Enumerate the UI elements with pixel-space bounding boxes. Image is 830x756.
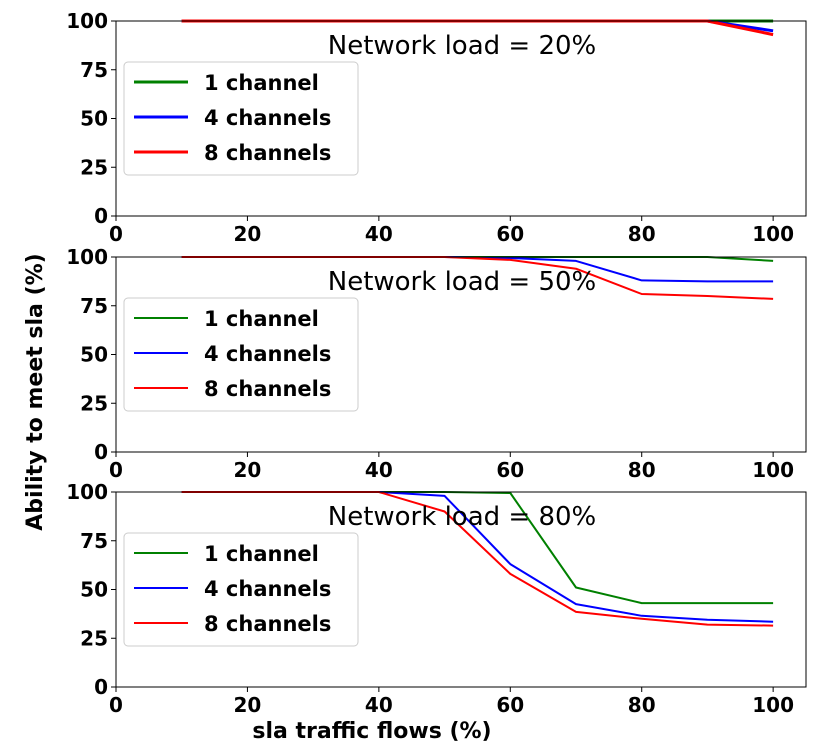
legend-label: 8 channels xyxy=(204,377,331,401)
x-tick-label: 20 xyxy=(234,458,262,482)
x-tick-label: 20 xyxy=(234,693,262,717)
y-tick-label: 0 xyxy=(94,204,108,228)
panel-annotation: Network load = 50% xyxy=(328,267,597,297)
panel-annotation: Network load = 20% xyxy=(328,31,597,61)
y-tick-label: 0 xyxy=(94,440,108,464)
legend: 1 channel 4 channels 8 channels xyxy=(123,61,359,176)
x-tick-label: 100 xyxy=(752,458,794,482)
x-tick-label: 60 xyxy=(496,222,524,246)
x-tick-label: 60 xyxy=(496,693,524,717)
x-tick-label: 100 xyxy=(752,693,794,717)
legend-label: 4 channels xyxy=(204,106,331,130)
legend: 1 channel 4 channels 8 channels xyxy=(123,532,359,647)
legend-label: 8 channels xyxy=(204,612,331,636)
y-tick-label: 50 xyxy=(80,578,108,602)
x-tick-label: 80 xyxy=(628,222,656,246)
legend-box xyxy=(123,297,359,412)
x-tick-label: 40 xyxy=(365,458,393,482)
legend-box xyxy=(123,61,359,176)
x-tick-label: 100 xyxy=(752,222,794,246)
y-tick-label: 25 xyxy=(80,626,108,650)
x-tick-label: 40 xyxy=(365,693,393,717)
legend-label: 4 channels xyxy=(204,342,331,366)
legend-label: 1 channel xyxy=(204,542,319,566)
chart-panel-1: 0 20 40 60 80 100 0 25 50 75 100 Network load = 20%… xyxy=(66,9,807,246)
x-tick-label: 0 xyxy=(109,693,123,717)
x-tick-label: 0 xyxy=(109,222,123,246)
x-tick-label: 20 xyxy=(234,222,262,246)
y-tick-label: 75 xyxy=(80,58,108,82)
x-tick-label: 80 xyxy=(628,693,656,717)
y-tick-label: 0 xyxy=(94,675,108,699)
legend: 1 channel 4 channels 8 channels xyxy=(123,297,359,412)
y-tick-label: 75 xyxy=(80,529,108,553)
y-tick-label: 25 xyxy=(80,155,108,179)
y-tick-label: 100 xyxy=(66,9,108,33)
y-axis-label: Ability to meet sla (%) xyxy=(23,253,48,530)
y-tick-label: 75 xyxy=(80,294,108,318)
y-tick-label: 50 xyxy=(80,343,108,367)
y-tick-label: 50 xyxy=(80,107,108,131)
y-tick-label: 100 xyxy=(66,480,108,504)
x-axis-label: sla traffic flows (%) xyxy=(252,719,491,744)
x-tick-label: 0 xyxy=(109,458,123,482)
legend-label: 1 channel xyxy=(204,307,319,331)
x-tick-label: 60 xyxy=(496,458,524,482)
legend-box xyxy=(123,532,359,647)
chart-panel-2: 0 20 40 60 80 100 0 25 50 75 100 Network load = 50%… xyxy=(66,245,807,482)
y-tick-label: 25 xyxy=(80,391,108,415)
legend-label: 8 channels xyxy=(204,141,331,165)
x-tick-label: 40 xyxy=(365,222,393,246)
panel-annotation: Network load = 80% xyxy=(328,502,597,532)
legend-label: 4 channels xyxy=(204,577,331,601)
legend-label: 1 channel xyxy=(204,71,319,95)
x-tick-label: 80 xyxy=(628,458,656,482)
y-tick-label: 100 xyxy=(66,245,108,269)
chart-panel-3: 0 20 40 60 80 100 0 25 50 75 100 Network load = 80%… xyxy=(66,480,807,717)
